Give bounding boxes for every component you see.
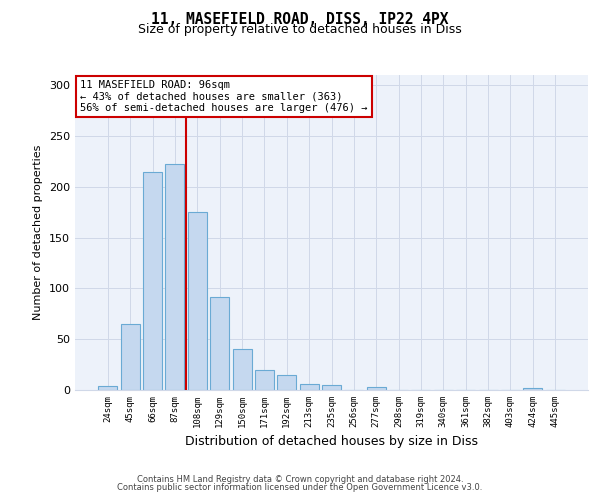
Text: 11, MASEFIELD ROAD, DISS, IP22 4PX: 11, MASEFIELD ROAD, DISS, IP22 4PX <box>151 12 449 28</box>
Bar <box>299 384 319 390</box>
Bar <box>523 388 542 390</box>
Bar <box>210 296 229 390</box>
X-axis label: Distribution of detached houses by size in Diss: Distribution of detached houses by size … <box>185 436 478 448</box>
Bar <box>255 370 274 390</box>
Bar <box>98 386 118 390</box>
Bar <box>367 387 386 390</box>
Bar <box>166 164 184 390</box>
Bar <box>188 212 207 390</box>
Bar <box>143 172 162 390</box>
Text: Contains public sector information licensed under the Open Government Licence v3: Contains public sector information licen… <box>118 484 482 492</box>
Text: Contains HM Land Registry data © Crown copyright and database right 2024.: Contains HM Land Registry data © Crown c… <box>137 475 463 484</box>
Bar <box>277 375 296 390</box>
Text: 11 MASEFIELD ROAD: 96sqm
← 43% of detached houses are smaller (363)
56% of semi-: 11 MASEFIELD ROAD: 96sqm ← 43% of detach… <box>80 80 368 113</box>
Bar <box>233 350 251 390</box>
Bar <box>121 324 140 390</box>
Bar <box>322 385 341 390</box>
Text: Size of property relative to detached houses in Diss: Size of property relative to detached ho… <box>138 22 462 36</box>
Y-axis label: Number of detached properties: Number of detached properties <box>34 145 43 320</box>
